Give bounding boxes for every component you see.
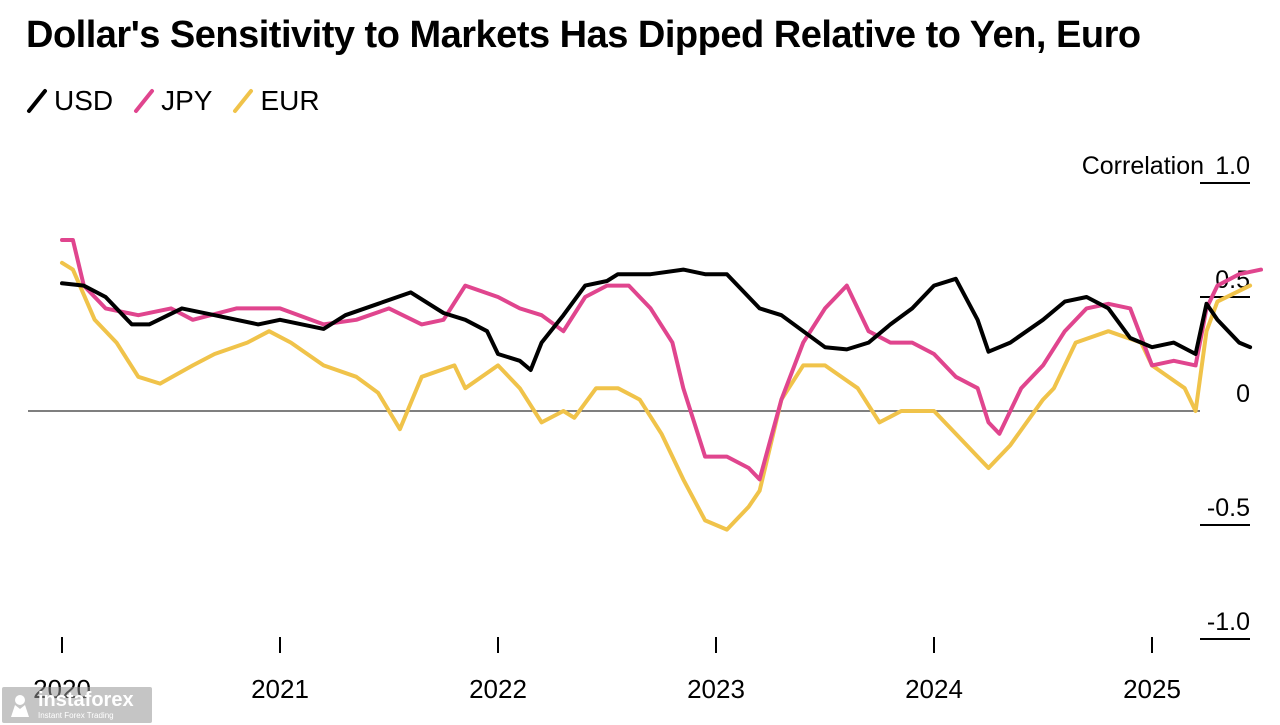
legend: USD JPY EUR bbox=[26, 84, 340, 118]
legend-item-usd: USD bbox=[26, 85, 113, 117]
series-line-eur bbox=[60, 260, 1253, 532]
watermark-tagline: Instant Forex Trading bbox=[38, 711, 114, 720]
legend-label-eur: EUR bbox=[260, 85, 320, 116]
x-tick-label: 2025 bbox=[1123, 674, 1181, 704]
legend-label-usd: USD bbox=[54, 85, 114, 116]
y-axis-label: Correlation bbox=[1082, 152, 1204, 180]
x-tick-label: 2023 bbox=[687, 674, 745, 704]
y-tick-label: 0 bbox=[1236, 380, 1250, 408]
x-tick-label: 2021 bbox=[251, 674, 309, 704]
y-tick-label: -0.5 bbox=[1207, 494, 1250, 522]
legend-swatch-jpy bbox=[134, 89, 155, 113]
x-tick-label: 2024 bbox=[905, 674, 963, 704]
y-tick-label: 1.0 bbox=[1215, 152, 1250, 180]
legend-label-jpy: JPY bbox=[161, 85, 213, 116]
chart-title: Dollar's Sensitivity to Markets Has Dipp… bbox=[26, 14, 1141, 56]
watermark: instaforex Instant Forex Trading bbox=[2, 687, 152, 723]
instaforex-logo-icon bbox=[11, 695, 29, 717]
x-tick-label: 2022 bbox=[469, 674, 527, 704]
series-line-usd bbox=[60, 267, 1253, 372]
series-line-jpy bbox=[60, 238, 1263, 482]
legend-item-eur: EUR bbox=[232, 85, 320, 117]
legend-swatch-usd bbox=[27, 89, 47, 113]
y-tick-label: -1.0 bbox=[1207, 608, 1250, 636]
watermark-name: instaforex bbox=[38, 689, 134, 711]
legend-item-jpy: JPY bbox=[133, 85, 212, 117]
legend-swatch-eur bbox=[233, 89, 254, 113]
